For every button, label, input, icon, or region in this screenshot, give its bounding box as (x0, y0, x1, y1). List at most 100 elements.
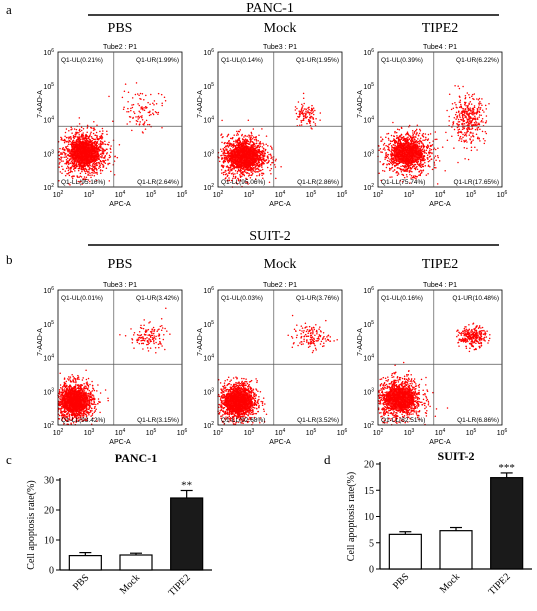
event-dot (59, 161, 61, 164)
event-dot (400, 171, 403, 173)
event-dot (246, 172, 249, 174)
event-dot (457, 121, 460, 123)
event-dot (74, 378, 77, 380)
event-dot (253, 138, 256, 141)
event-dot (417, 134, 420, 137)
event-dot (430, 158, 433, 160)
event-dot (94, 165, 96, 168)
event-dot (382, 144, 385, 146)
event-dot (258, 168, 260, 171)
event-dot (311, 112, 313, 114)
event-dot (238, 142, 241, 145)
event-dot (476, 137, 479, 140)
event-dot (97, 384, 99, 386)
event-dot (395, 160, 398, 162)
event-dot (68, 148, 70, 151)
event-dot (257, 149, 260, 151)
event-dot (261, 156, 263, 158)
event-dot (98, 165, 101, 168)
event-dot (461, 116, 464, 119)
event-dot (485, 108, 488, 110)
event-dot (259, 157, 262, 160)
event-dot (80, 167, 83, 170)
event-dot (107, 159, 109, 161)
event-dot (258, 174, 261, 177)
event-dot (222, 160, 225, 162)
event-dot (262, 144, 265, 146)
x-tick-label: 103 (244, 190, 255, 199)
event-dot (106, 152, 108, 154)
event-dot (60, 152, 62, 154)
event-dot (110, 170, 112, 173)
event-dot (457, 118, 460, 121)
event-dot (60, 160, 63, 162)
event-dot (103, 157, 105, 159)
event-dot (452, 121, 455, 123)
event-dot (152, 113, 155, 116)
event-dot (93, 161, 96, 164)
event-dot (232, 144, 235, 146)
event-dot (467, 107, 470, 110)
event-dot (147, 111, 150, 114)
event-dot (143, 99, 145, 101)
event-dot (223, 152, 226, 154)
event-dot (393, 169, 396, 171)
event-dot (267, 160, 270, 162)
event-dot (296, 107, 298, 110)
event-dot (274, 166, 277, 168)
event-dot (93, 170, 95, 172)
event-dot (86, 135, 88, 137)
event-dot (241, 134, 243, 137)
event-dot (100, 172, 102, 174)
event-dot (424, 158, 426, 161)
event-dot (431, 152, 433, 155)
event-dot (307, 107, 309, 109)
event-dot (87, 179, 90, 181)
event-dot (123, 90, 126, 93)
event-dot (65, 155, 67, 158)
event-dot (463, 101, 466, 104)
event-dot (429, 155, 432, 157)
event-dot (141, 108, 144, 110)
event-dot (266, 162, 269, 164)
event-dot (412, 175, 415, 177)
event-dot (383, 142, 386, 145)
event-dot (308, 108, 310, 111)
event-dot (74, 170, 76, 172)
event-dot (246, 135, 248, 138)
event-dot (425, 145, 428, 148)
event-dot (223, 154, 225, 156)
event-dot (116, 156, 119, 159)
event-dot (92, 166, 94, 169)
event-dot (88, 141, 90, 143)
event-dot (482, 137, 485, 140)
event-dot (109, 156, 112, 158)
event-dot (145, 119, 148, 122)
event-dot (65, 147, 68, 150)
event-dot (95, 408, 97, 410)
event-dot (448, 115, 450, 118)
event-dot (131, 106, 134, 109)
event-dot (476, 98, 478, 100)
quadrant-label-ur: Q1-UR(1.95%) (296, 57, 339, 64)
event-dot (427, 158, 429, 160)
event-dot (100, 153, 102, 155)
event-dot (419, 158, 422, 161)
event-dot (233, 167, 236, 169)
event-dot (265, 135, 268, 137)
event-dot (314, 109, 316, 112)
event-dot (222, 166, 224, 169)
event-dot (77, 138, 79, 140)
event-dot (98, 143, 100, 145)
event-dot (91, 172, 93, 174)
event-dot (79, 166, 82, 168)
event-dot (264, 160, 266, 163)
event-dot (101, 143, 104, 145)
y-tick-label: 106 (43, 48, 54, 57)
event-dot (456, 115, 459, 117)
event-dot (82, 132, 84, 134)
event-dot (382, 163, 384, 166)
event-dot (388, 169, 391, 171)
event-dot (319, 112, 322, 114)
